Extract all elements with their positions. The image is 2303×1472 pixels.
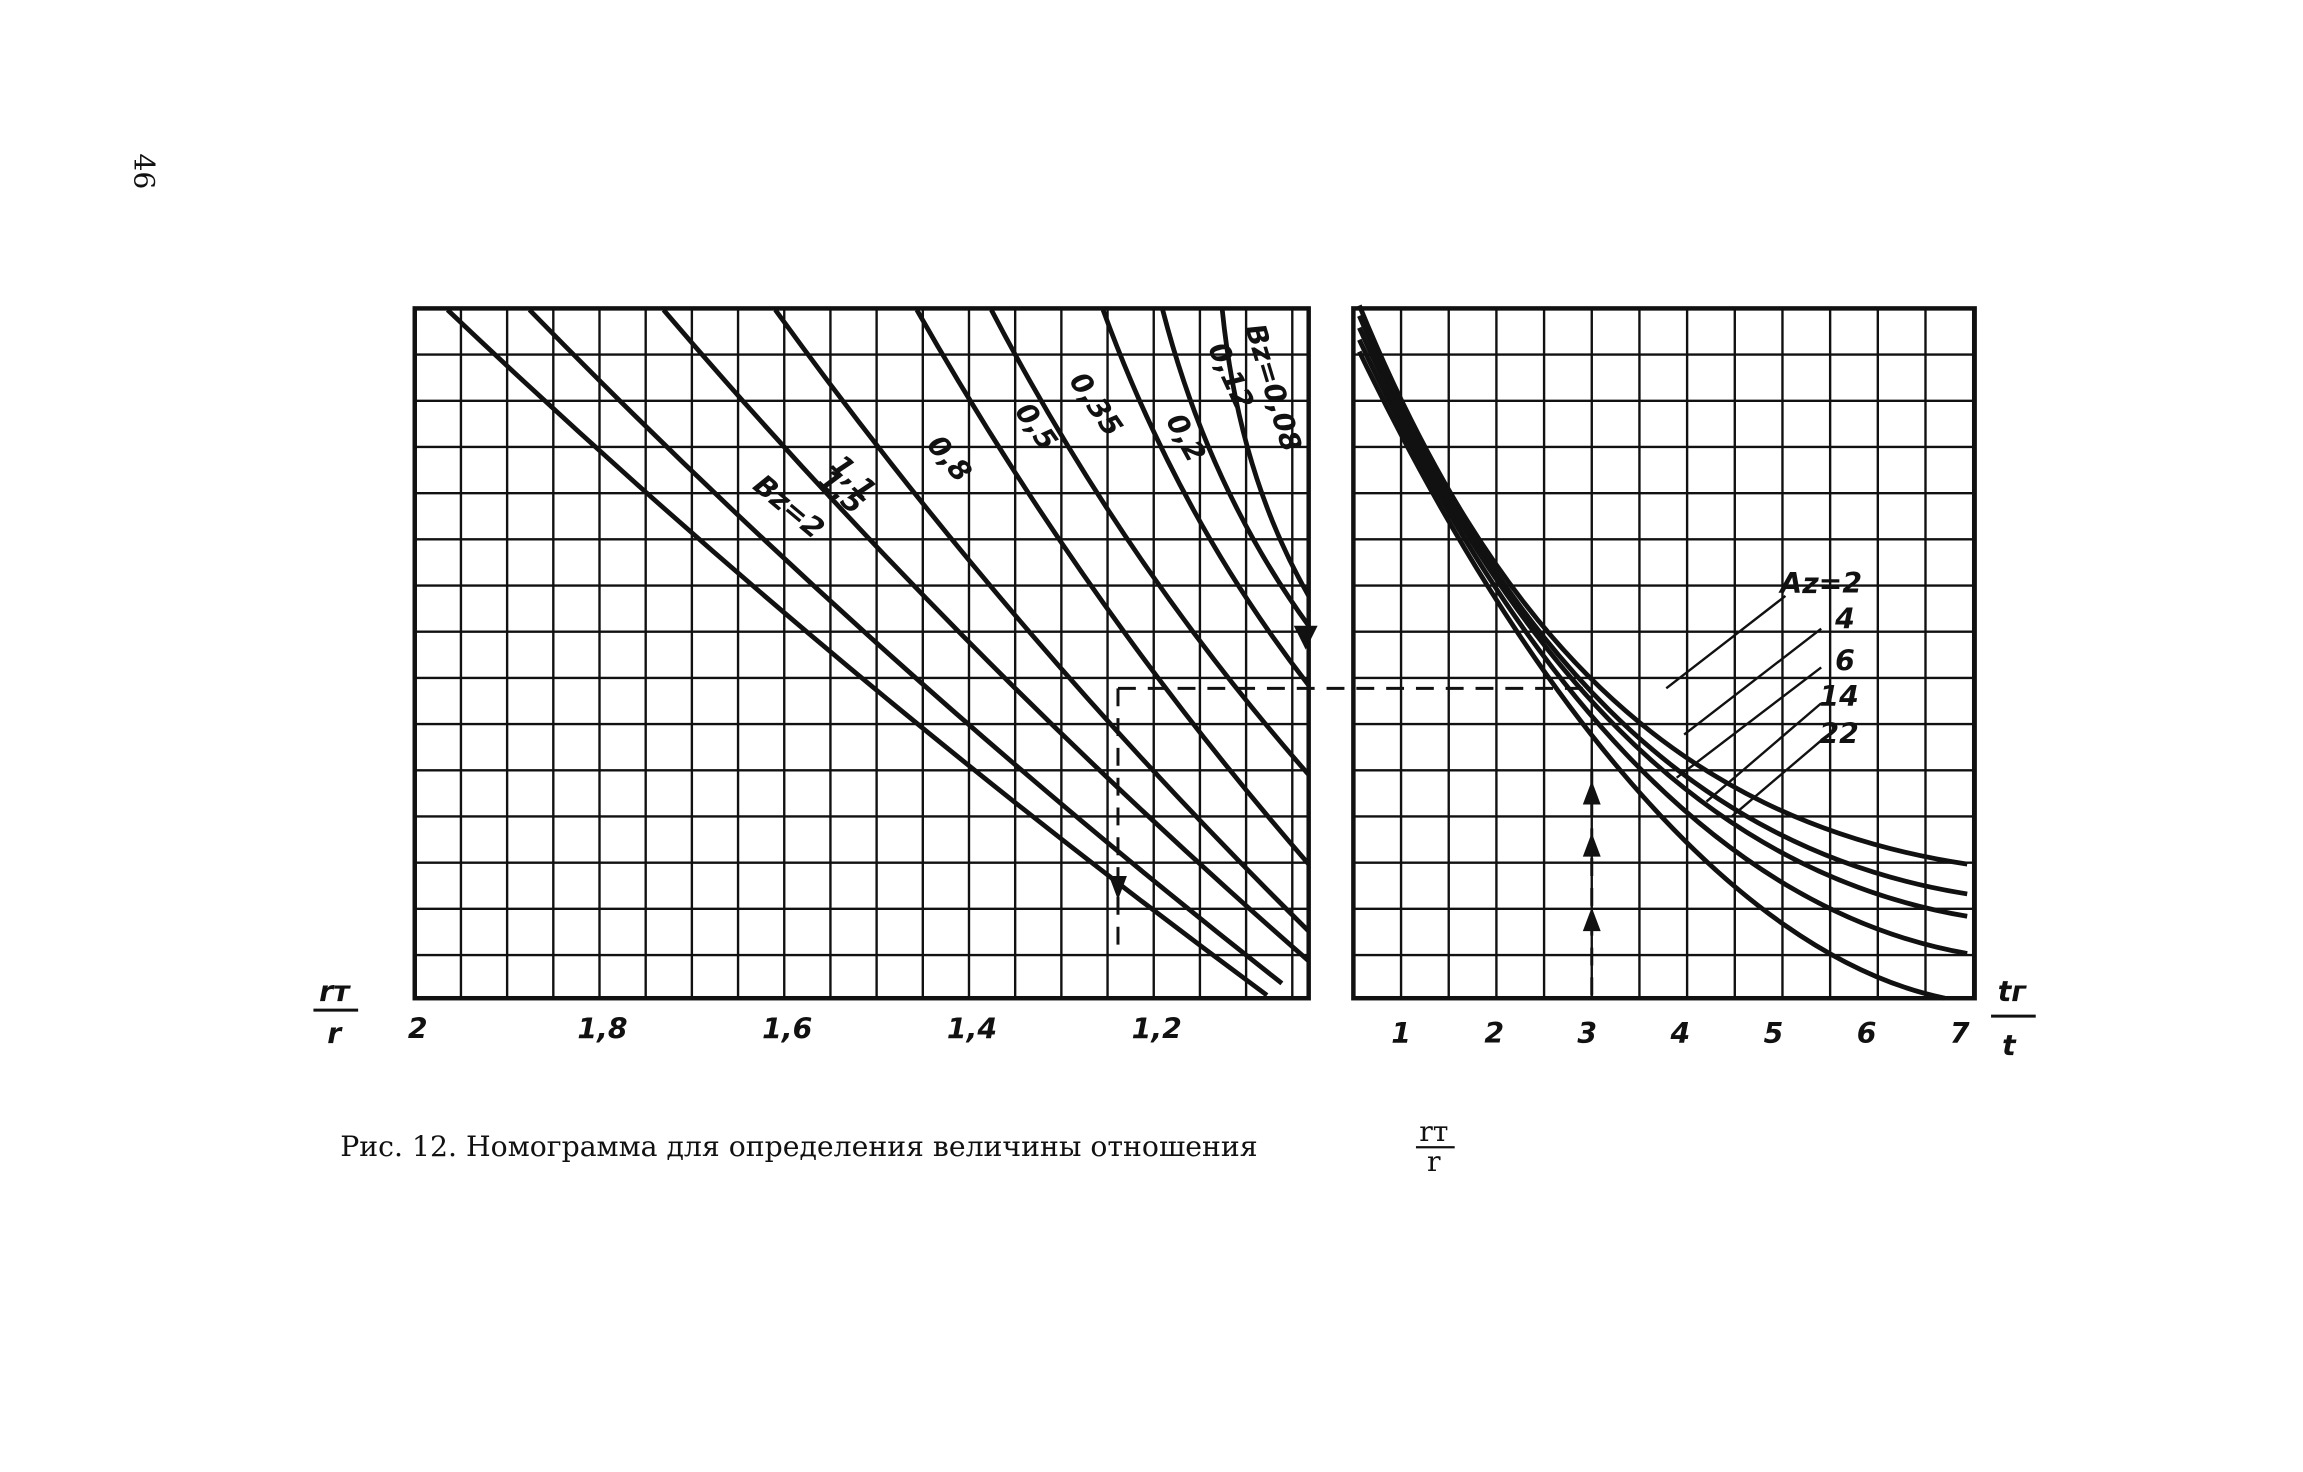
leader [1665,595,1787,690]
b-curve [445,308,1269,998]
divider [1308,297,1354,1011]
arrows [1109,625,1601,932]
left-axis-den: r [327,1017,343,1050]
a-curve [1357,338,1968,956]
b-curve [661,308,1311,963]
a-curve-label: 6 [1835,644,1855,677]
left-ticks: 2 1,8 1,6 1,4 1,2 [408,1012,1182,1045]
right-ticks: 1 2 3 4 5 6 7 [1391,1017,1970,1050]
right-tick-label: 7 [1950,1017,1970,1050]
b-curve [527,308,1284,986]
a-curve [1357,304,1968,867]
a-curve-label: 14 [1819,680,1858,713]
right-axis-den: t [2002,1029,2017,1062]
a-curve-label: Az=2 [1778,567,1862,600]
arrow [1582,780,1601,805]
arrow [1582,907,1601,932]
arrow [1109,876,1127,900]
right-tick-label: 6 [1857,1017,1877,1050]
page-number: 46 [128,153,161,189]
left-tick-label: 1,4 [947,1012,997,1045]
right-tick-label: 2 [1484,1017,1504,1050]
b-curve [1219,309,1311,598]
left-tick-label: 1,6 [762,1012,812,1045]
a-curve [1357,314,1968,897]
dashed-guides [1116,686,1594,996]
right-tick-label: 1 [1391,1017,1411,1050]
b-curve [1100,309,1311,687]
caption-num: rт [1419,1115,1448,1148]
right-frame [1351,306,1977,1001]
leaders [1665,595,1822,818]
leader [1675,666,1822,779]
arrow [1582,832,1601,857]
caption-den: r [1427,1145,1441,1178]
left-tick-label: 1,2 [1132,1012,1182,1045]
right-tick-label: 4 [1670,1017,1691,1050]
arrow [1293,625,1318,650]
left-tick-label: 1,8 [577,1012,627,1045]
right-tick-label: 5 [1764,1017,1784,1050]
left-axis-num: rт [319,975,351,1008]
curves [445,304,1968,1001]
right-axis-num: tг [1998,975,2028,1008]
right-tick-label: 3 [1577,1017,1597,1050]
b-curve [773,308,1311,933]
b-curve-label: 0,35 [1063,366,1130,442]
left-frame [412,306,1311,1001]
a-curve [1357,350,1946,1001]
b-curve [914,308,1311,866]
leader [1705,702,1822,803]
b-curve [1160,309,1311,628]
a-curve-label: 4 [1834,603,1855,636]
a-curve-label: 22 [1819,717,1858,750]
leader [1683,627,1822,736]
left-tick-label: 2 [408,1012,428,1045]
b-curve [989,308,1311,777]
a-curve [1357,326,1968,919]
leader [1731,739,1822,818]
caption: Рис. 12. Номограмма для определения вели… [340,1130,1257,1163]
